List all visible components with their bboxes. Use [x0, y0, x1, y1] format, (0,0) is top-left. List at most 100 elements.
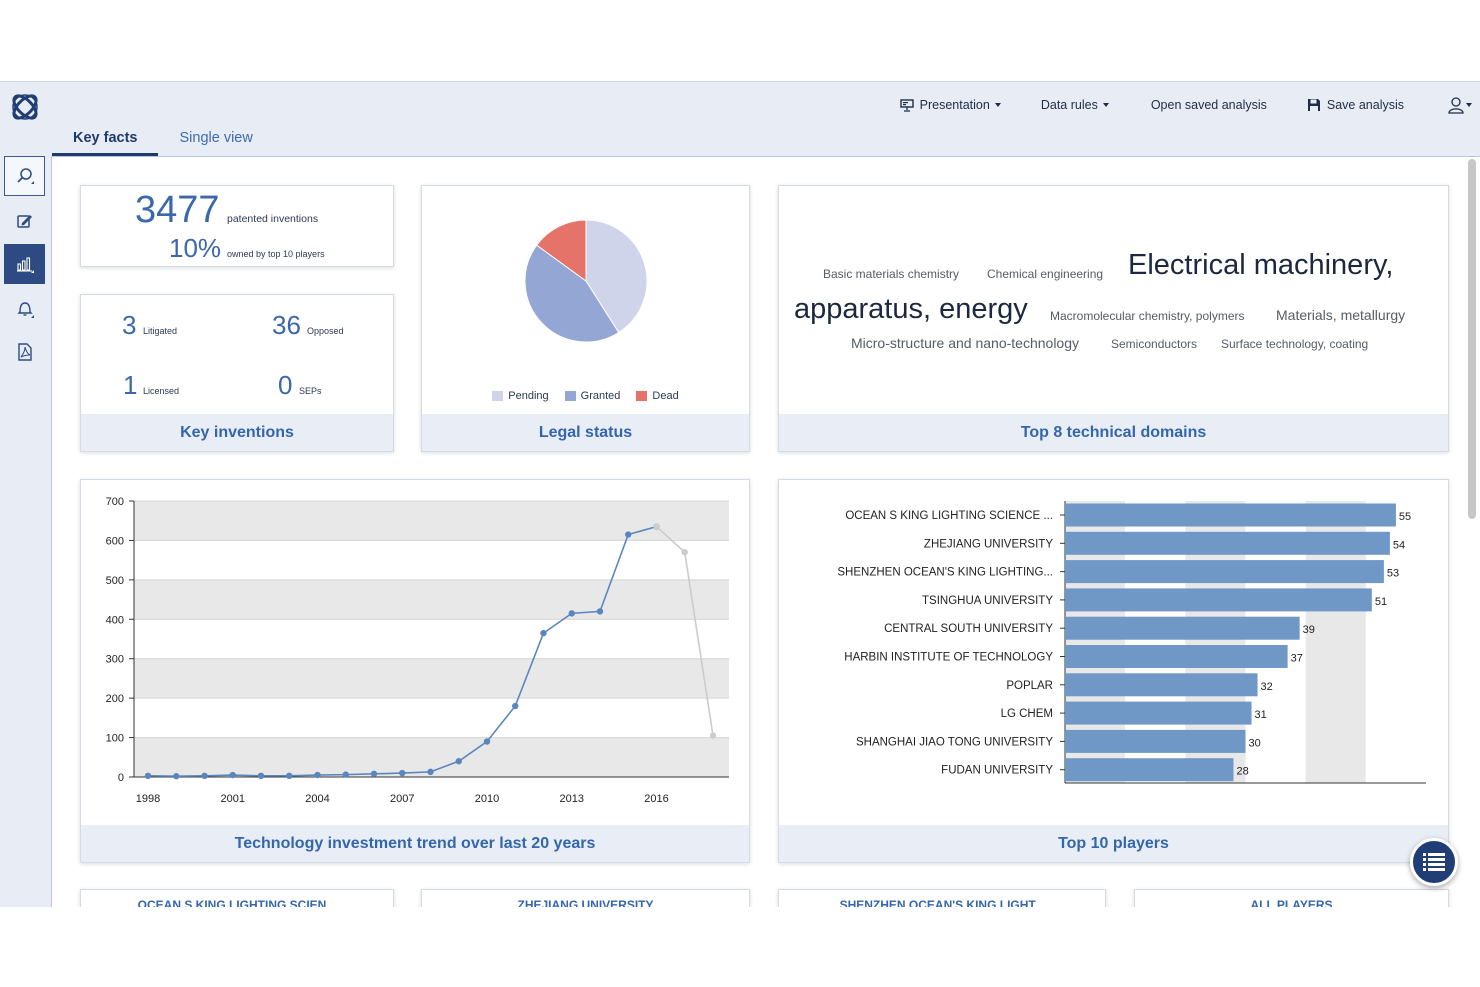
litigated-label: Litigated — [143, 326, 178, 336]
data-point — [568, 610, 575, 617]
data-point — [709, 732, 717, 739]
legal-status-legend: Pending Granted Dead — [422, 390, 749, 402]
chevron-down-icon — [994, 103, 1001, 107]
bar-category-label: FUDAN UNIVERSITY — [941, 765, 1053, 777]
app-logo[interactable] — [8, 90, 42, 124]
key-inventions-card[interactable]: 3 Litigated 36 Opposed 1 Licensed 0 SEPs… — [80, 294, 394, 452]
sidebar-item-edit[interactable] — [4, 201, 45, 241]
x-tick-label: 1998 — [136, 793, 160, 805]
bar — [1065, 758, 1234, 782]
presentation-menu[interactable]: Presentation — [899, 98, 1001, 112]
bar-category-label: HARBIN INSTITUTE OF TECHNOLOGY — [844, 652, 1053, 664]
tab-single-view[interactable]: Single view — [179, 130, 253, 146]
domain-term[interactable]: Chemical engineering — [987, 267, 1104, 281]
sidebar-item-pdf[interactable] — [4, 332, 45, 372]
investment-trend-card[interactable]: 0 100 200 300 400 500 600 700 1998 2001 2004 2007 20… — [80, 479, 750, 863]
opposed-count: 36 — [272, 310, 301, 340]
top-players-title: Top 10 players — [779, 825, 1448, 862]
y-tick-label: 100 — [106, 733, 124, 745]
left-sidebar — [0, 155, 50, 862]
sidebar-item-analytics[interactable] — [4, 244, 45, 284]
sidebar-item-alerts[interactable] — [4, 289, 45, 329]
top-players-bar-chart: OCEAN S KING LIGHTING SCIENCE ... 55 ZHEJI… — [837, 501, 1426, 784]
domain-term[interactable]: Materials, metallurgy — [1276, 307, 1406, 323]
grid-band — [134, 619, 729, 659]
legend-dead: Dead — [636, 390, 679, 402]
legal-status-title: Legal status — [422, 414, 749, 451]
domain-term[interactable]: Electrical machinery, — [1128, 249, 1394, 281]
bar-category-label: OCEAN S KING LIGHTING SCIENCE ... — [845, 510, 1053, 522]
bar — [1065, 531, 1390, 555]
toc-button[interactable] — [1410, 838, 1458, 886]
user-menu[interactable] — [1448, 96, 1472, 114]
bar-value-label: 39 — [1303, 624, 1315, 636]
player-card-title: SHENZHEN OCEAN'S KING LIGHT... — [839, 898, 1045, 907]
investment-trend-line-chart: 0 100 200 300 400 500 600 700 1998 2001 2004 2007 20… — [106, 496, 729, 805]
sidebar-item-search[interactable] — [4, 156, 45, 196]
legend-pending-label: Pending — [508, 390, 549, 402]
bar-category-label: POPLAR — [1006, 680, 1053, 692]
pdf-icon — [17, 343, 32, 361]
bar-category-label: SHANGHAI JIAO TONG UNIVERSITY — [856, 736, 1053, 748]
player-card-title: ZHEJIANG UNIVERSITY — [517, 898, 654, 907]
y-tick-label: 300 — [106, 654, 124, 666]
bar — [1065, 503, 1396, 527]
save-analysis-button[interactable]: Save analysis — [1307, 98, 1404, 112]
player-card[interactable]: ZHEJIANG UNIVERSITY — [421, 889, 750, 907]
x-tick-label: 2013 — [560, 793, 584, 805]
data-point — [229, 771, 236, 779]
legend-granted-swatch — [564, 391, 576, 401]
data-point — [314, 771, 321, 779]
view-tabs: Key facts Single view — [52, 126, 274, 156]
legal-status-card[interactable]: Pending Granted Dead Legal status — [421, 185, 750, 452]
tab-key-facts[interactable]: Key facts — [52, 126, 159, 156]
domain-term[interactable]: apparatus, energy — [794, 293, 1028, 325]
vertical-scrollbar[interactable] — [1468, 159, 1476, 519]
domain-term[interactable]: Macromolecular chemistry, polymers — [1050, 309, 1245, 323]
bar-value-label: 55 — [1399, 511, 1411, 523]
x-tick-label: 2004 — [305, 793, 329, 805]
data-rules-menu[interactable]: Data rules — [1041, 98, 1109, 112]
bar — [1065, 729, 1246, 753]
domain-term[interactable]: Micro-structure and nano-technology — [851, 335, 1080, 351]
grid-band — [134, 501, 729, 541]
bar — [1065, 588, 1372, 612]
y-tick-label: 500 — [106, 575, 124, 587]
seps-label: SEPs — [299, 386, 322, 396]
seps-count: 0 — [278, 370, 293, 400]
domain-term[interactable]: Basic materials chemistry — [823, 267, 960, 281]
y-tick-label: 700 — [106, 496, 124, 508]
open-saved-analysis-button[interactable]: Open saved analysis — [1151, 98, 1267, 112]
bar — [1065, 673, 1258, 697]
data-point — [540, 629, 547, 637]
data-point — [286, 772, 293, 780]
legend-granted: Granted — [564, 390, 620, 402]
patent-count: 3477 — [135, 189, 220, 231]
bar-value-label: 37 — [1291, 653, 1303, 665]
bar-category-label: CENTRAL SOUTH UNIVERSITY — [884, 623, 1053, 635]
presentation-label: Presentation — [919, 98, 990, 112]
bar-value-label: 54 — [1393, 539, 1405, 551]
player-card[interactable]: SHENZHEN OCEAN'S KING LIGHT... — [778, 889, 1106, 907]
bar-value-label: 31 — [1255, 709, 1267, 721]
investment-trend-title: Technology investment trend over last 20… — [81, 825, 749, 862]
domain-term[interactable]: Semiconductors — [1111, 337, 1198, 351]
bar-chart-icon — [16, 257, 34, 273]
save-icon — [1307, 99, 1320, 111]
technical-domains-card[interactable]: Basic materials chemistry Chemical engin… — [778, 185, 1449, 452]
player-card-title: OCEAN S KING LIGHTING SCIEN... — [137, 898, 337, 907]
player-card[interactable]: ALL PLAYERS — [1134, 889, 1449, 907]
bell-icon — [16, 302, 34, 318]
data-point — [370, 770, 378, 778]
top-players-card[interactable]: OCEAN S KING LIGHTING SCIENCE ... 55 ZHEJI… — [778, 479, 1449, 863]
search-icon — [16, 168, 34, 184]
pie-slice-dead — [535, 219, 587, 282]
data-point — [342, 771, 349, 778]
domain-term[interactable]: Surface technology, coating — [1221, 337, 1369, 351]
bar-category-label: TSINGHUA UNIVERSITY — [922, 595, 1053, 607]
logo-icon — [12, 94, 38, 120]
y-tick-label: 400 — [106, 614, 124, 626]
bar-value-label: 51 — [1375, 596, 1387, 608]
player-card[interactable]: OCEAN S KING LIGHTING SCIEN... — [80, 889, 394, 907]
licensed-label: Licensed — [143, 386, 180, 396]
